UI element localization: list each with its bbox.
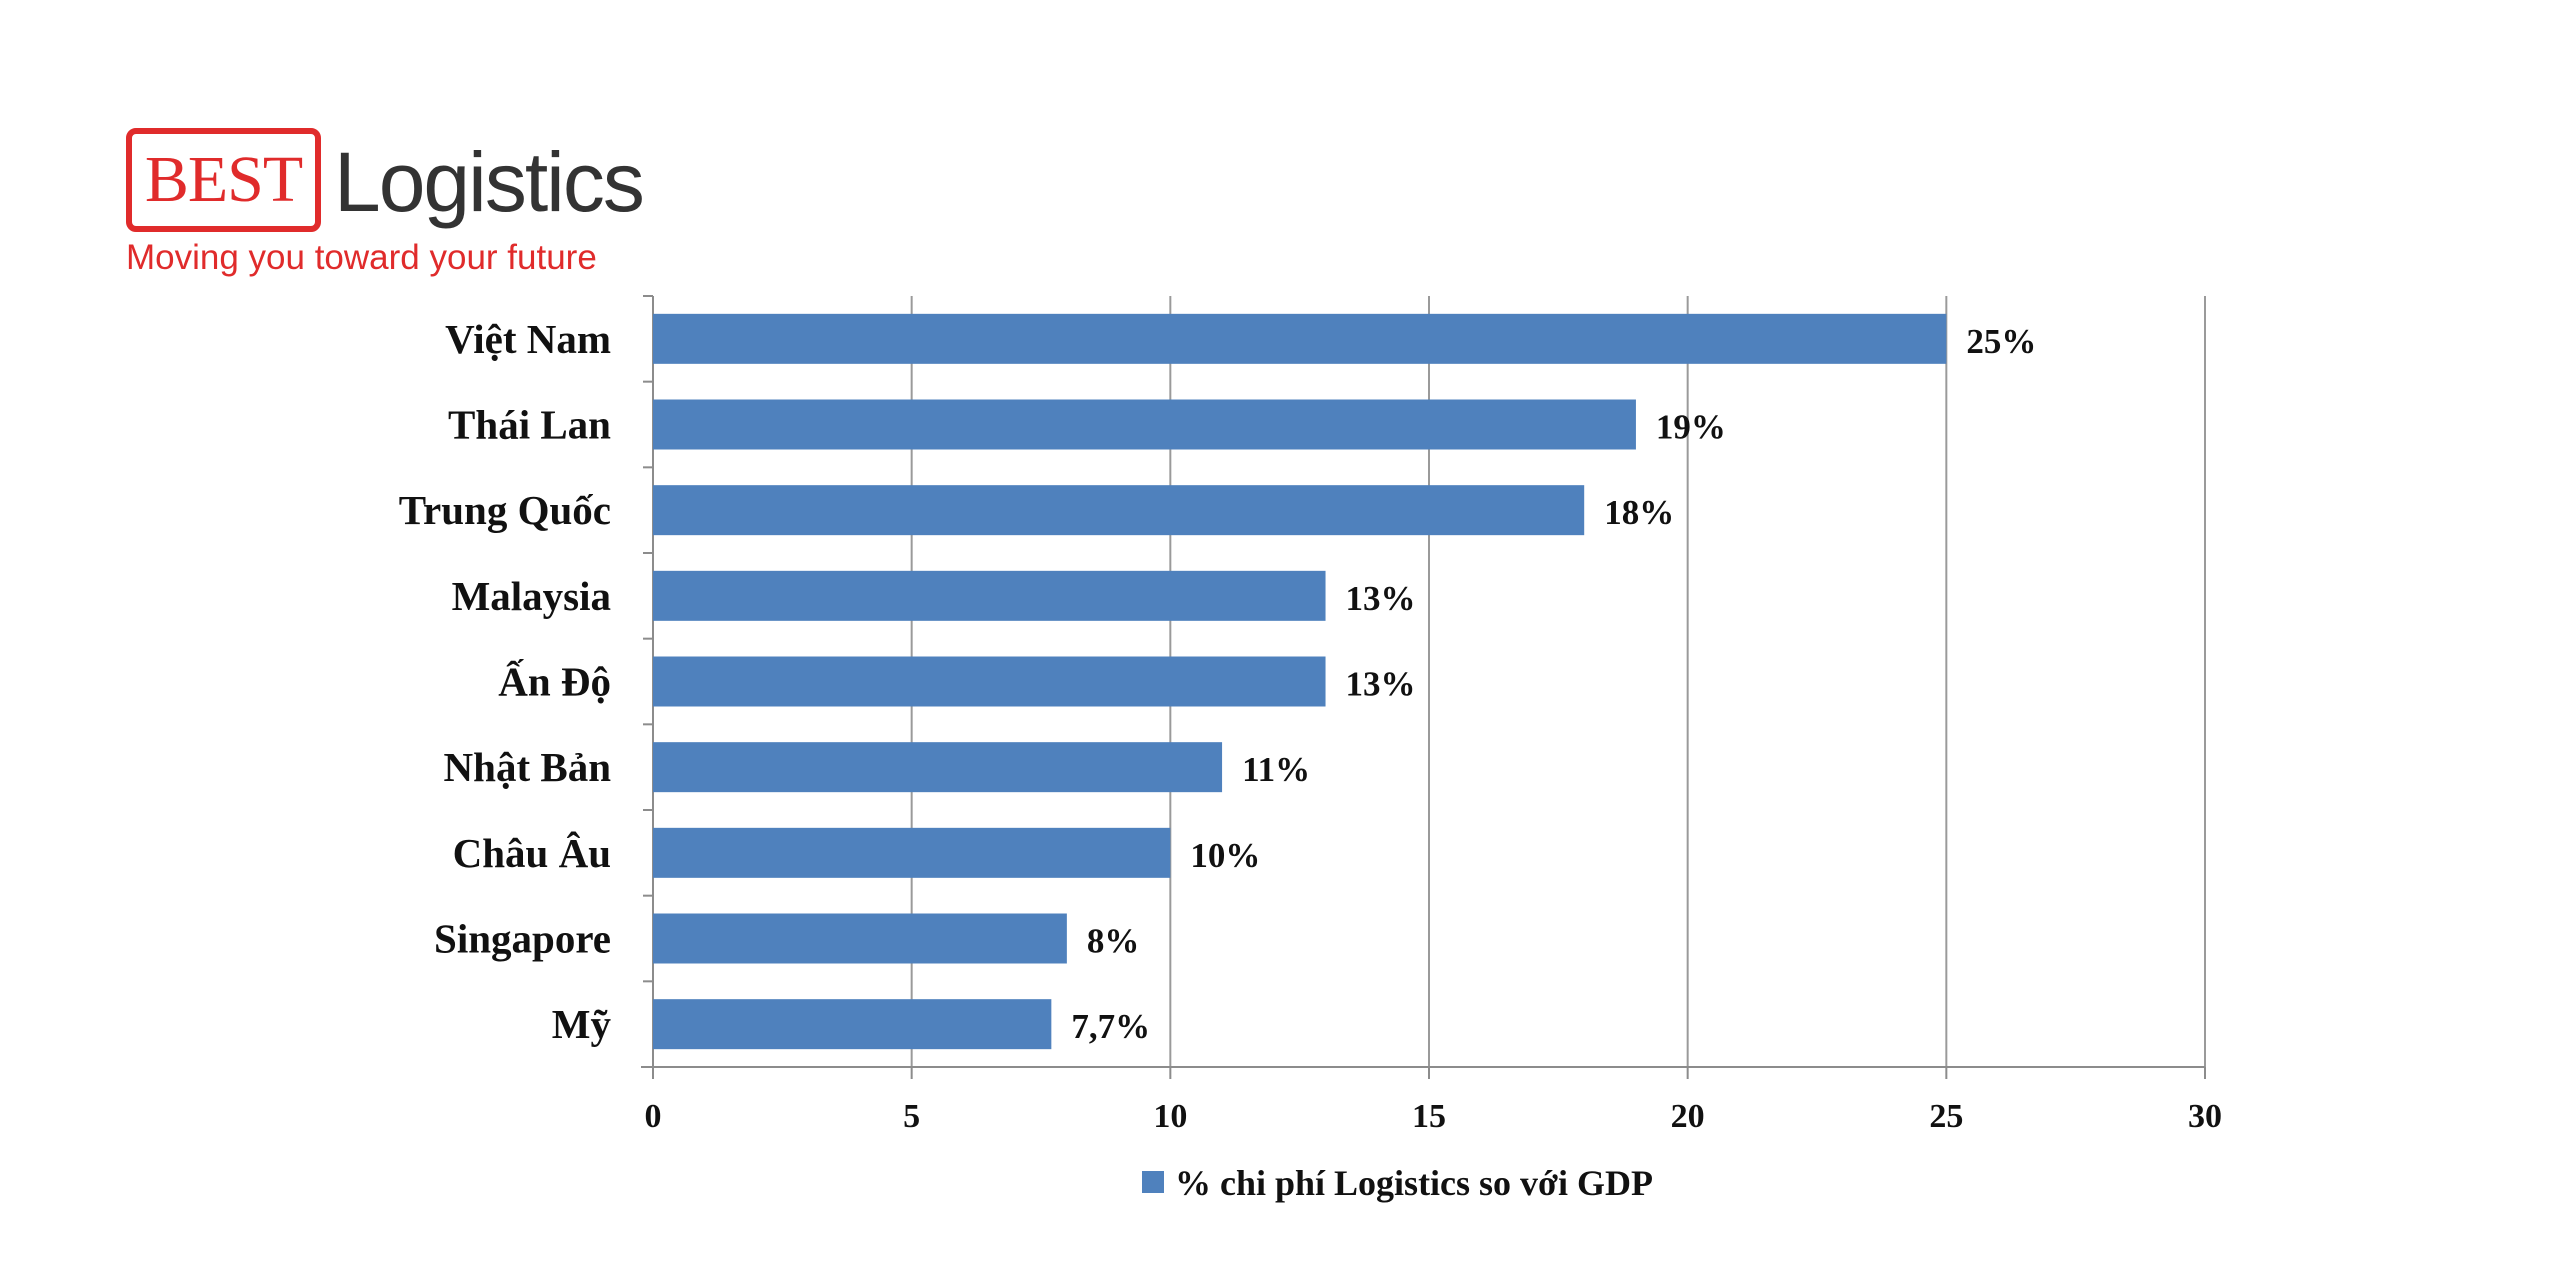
- category-label: Châu Âu: [453, 830, 611, 876]
- category-label: Mỹ: [552, 1001, 612, 1047]
- value-label: 10%: [1190, 836, 1260, 875]
- logo-wordmark: Logistics: [334, 135, 645, 229]
- value-label: 18%: [1604, 493, 1674, 532]
- value-label: 25%: [1966, 322, 2036, 361]
- x-tick-label: 30: [2188, 1098, 2222, 1135]
- legend-label: % chi phí Logistics so với GDP: [1175, 1163, 1653, 1203]
- category-label: Singapore: [434, 916, 611, 962]
- bar: [653, 485, 1585, 536]
- legend-swatch: [1142, 1171, 1164, 1193]
- value-label: 7,7%: [1071, 1007, 1150, 1046]
- value-label: 8%: [1087, 922, 1140, 961]
- value-label: 13%: [1346, 579, 1416, 618]
- value-label: 11%: [1242, 750, 1310, 789]
- x-tick-label: 10: [1153, 1098, 1187, 1135]
- logo-box: BEST: [126, 128, 321, 232]
- x-tick-label: 5: [903, 1098, 920, 1135]
- category-label: Trung Quốc: [399, 487, 611, 533]
- logo-tagline: Moving you toward your future: [126, 238, 597, 277]
- x-tick-label: 20: [1671, 1098, 1705, 1135]
- x-tick-label: 25: [1929, 1098, 1963, 1135]
- bar: [653, 742, 1223, 793]
- bar: [653, 913, 1067, 964]
- category-label: Việt Nam: [445, 316, 611, 362]
- category-label: Nhật Bản: [444, 744, 612, 790]
- category-label: Ấn Độ: [498, 659, 611, 705]
- x-tick-label: 0: [645, 1098, 662, 1135]
- bar: [653, 313, 1947, 364]
- bar: [653, 570, 1326, 621]
- bar: [653, 999, 1052, 1050]
- value-label: 13%: [1346, 665, 1416, 704]
- x-tick-label: 15: [1412, 1098, 1446, 1135]
- bar: [653, 827, 1171, 878]
- category-label: Thái Lan: [448, 402, 611, 448]
- category-label: Malaysia: [452, 573, 611, 619]
- bar: [653, 399, 1636, 450]
- bar: [653, 656, 1326, 707]
- value-label: 19%: [1656, 408, 1726, 447]
